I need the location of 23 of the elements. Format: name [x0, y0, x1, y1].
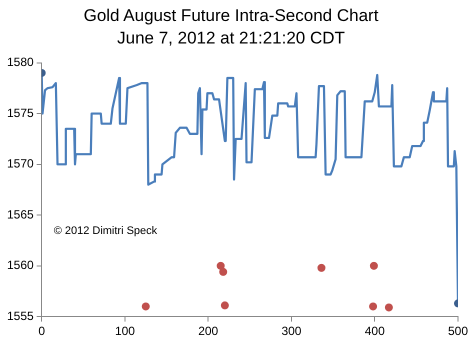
- point: [384, 303, 393, 312]
- y-tick-label: 1580: [6, 55, 34, 70]
- point: [216, 262, 225, 270]
- x-tick-label: 300: [281, 324, 302, 338]
- x-tick-label: 200: [198, 324, 219, 338]
- point: [369, 302, 378, 310]
- point: [219, 268, 228, 276]
- y-tick-label: 1560: [6, 258, 34, 272]
- x-tick-label: 500: [448, 324, 468, 338]
- y-tick-label: 1565: [6, 207, 34, 222]
- point: [220, 301, 229, 310]
- point: [317, 264, 326, 272]
- x-tick-label: 0: [38, 324, 46, 338]
- y-tick-label: 1570: [6, 156, 34, 171]
- chart-title: Gold August Future Intra-Second Chart: [84, 6, 379, 25]
- x-tick-label: 100: [114, 324, 136, 338]
- point: [370, 262, 378, 270]
- chart-subtitle: June 7, 2012 at 21:21:20 CDT: [117, 28, 345, 48]
- point: [142, 302, 150, 310]
- y-tick-label: 1575: [6, 106, 34, 120]
- annotation: © 2012 Dimitri Speck: [54, 224, 158, 237]
- y-tick-label: 1555: [6, 308, 34, 323]
- x-tick-label: 400: [364, 324, 386, 338]
